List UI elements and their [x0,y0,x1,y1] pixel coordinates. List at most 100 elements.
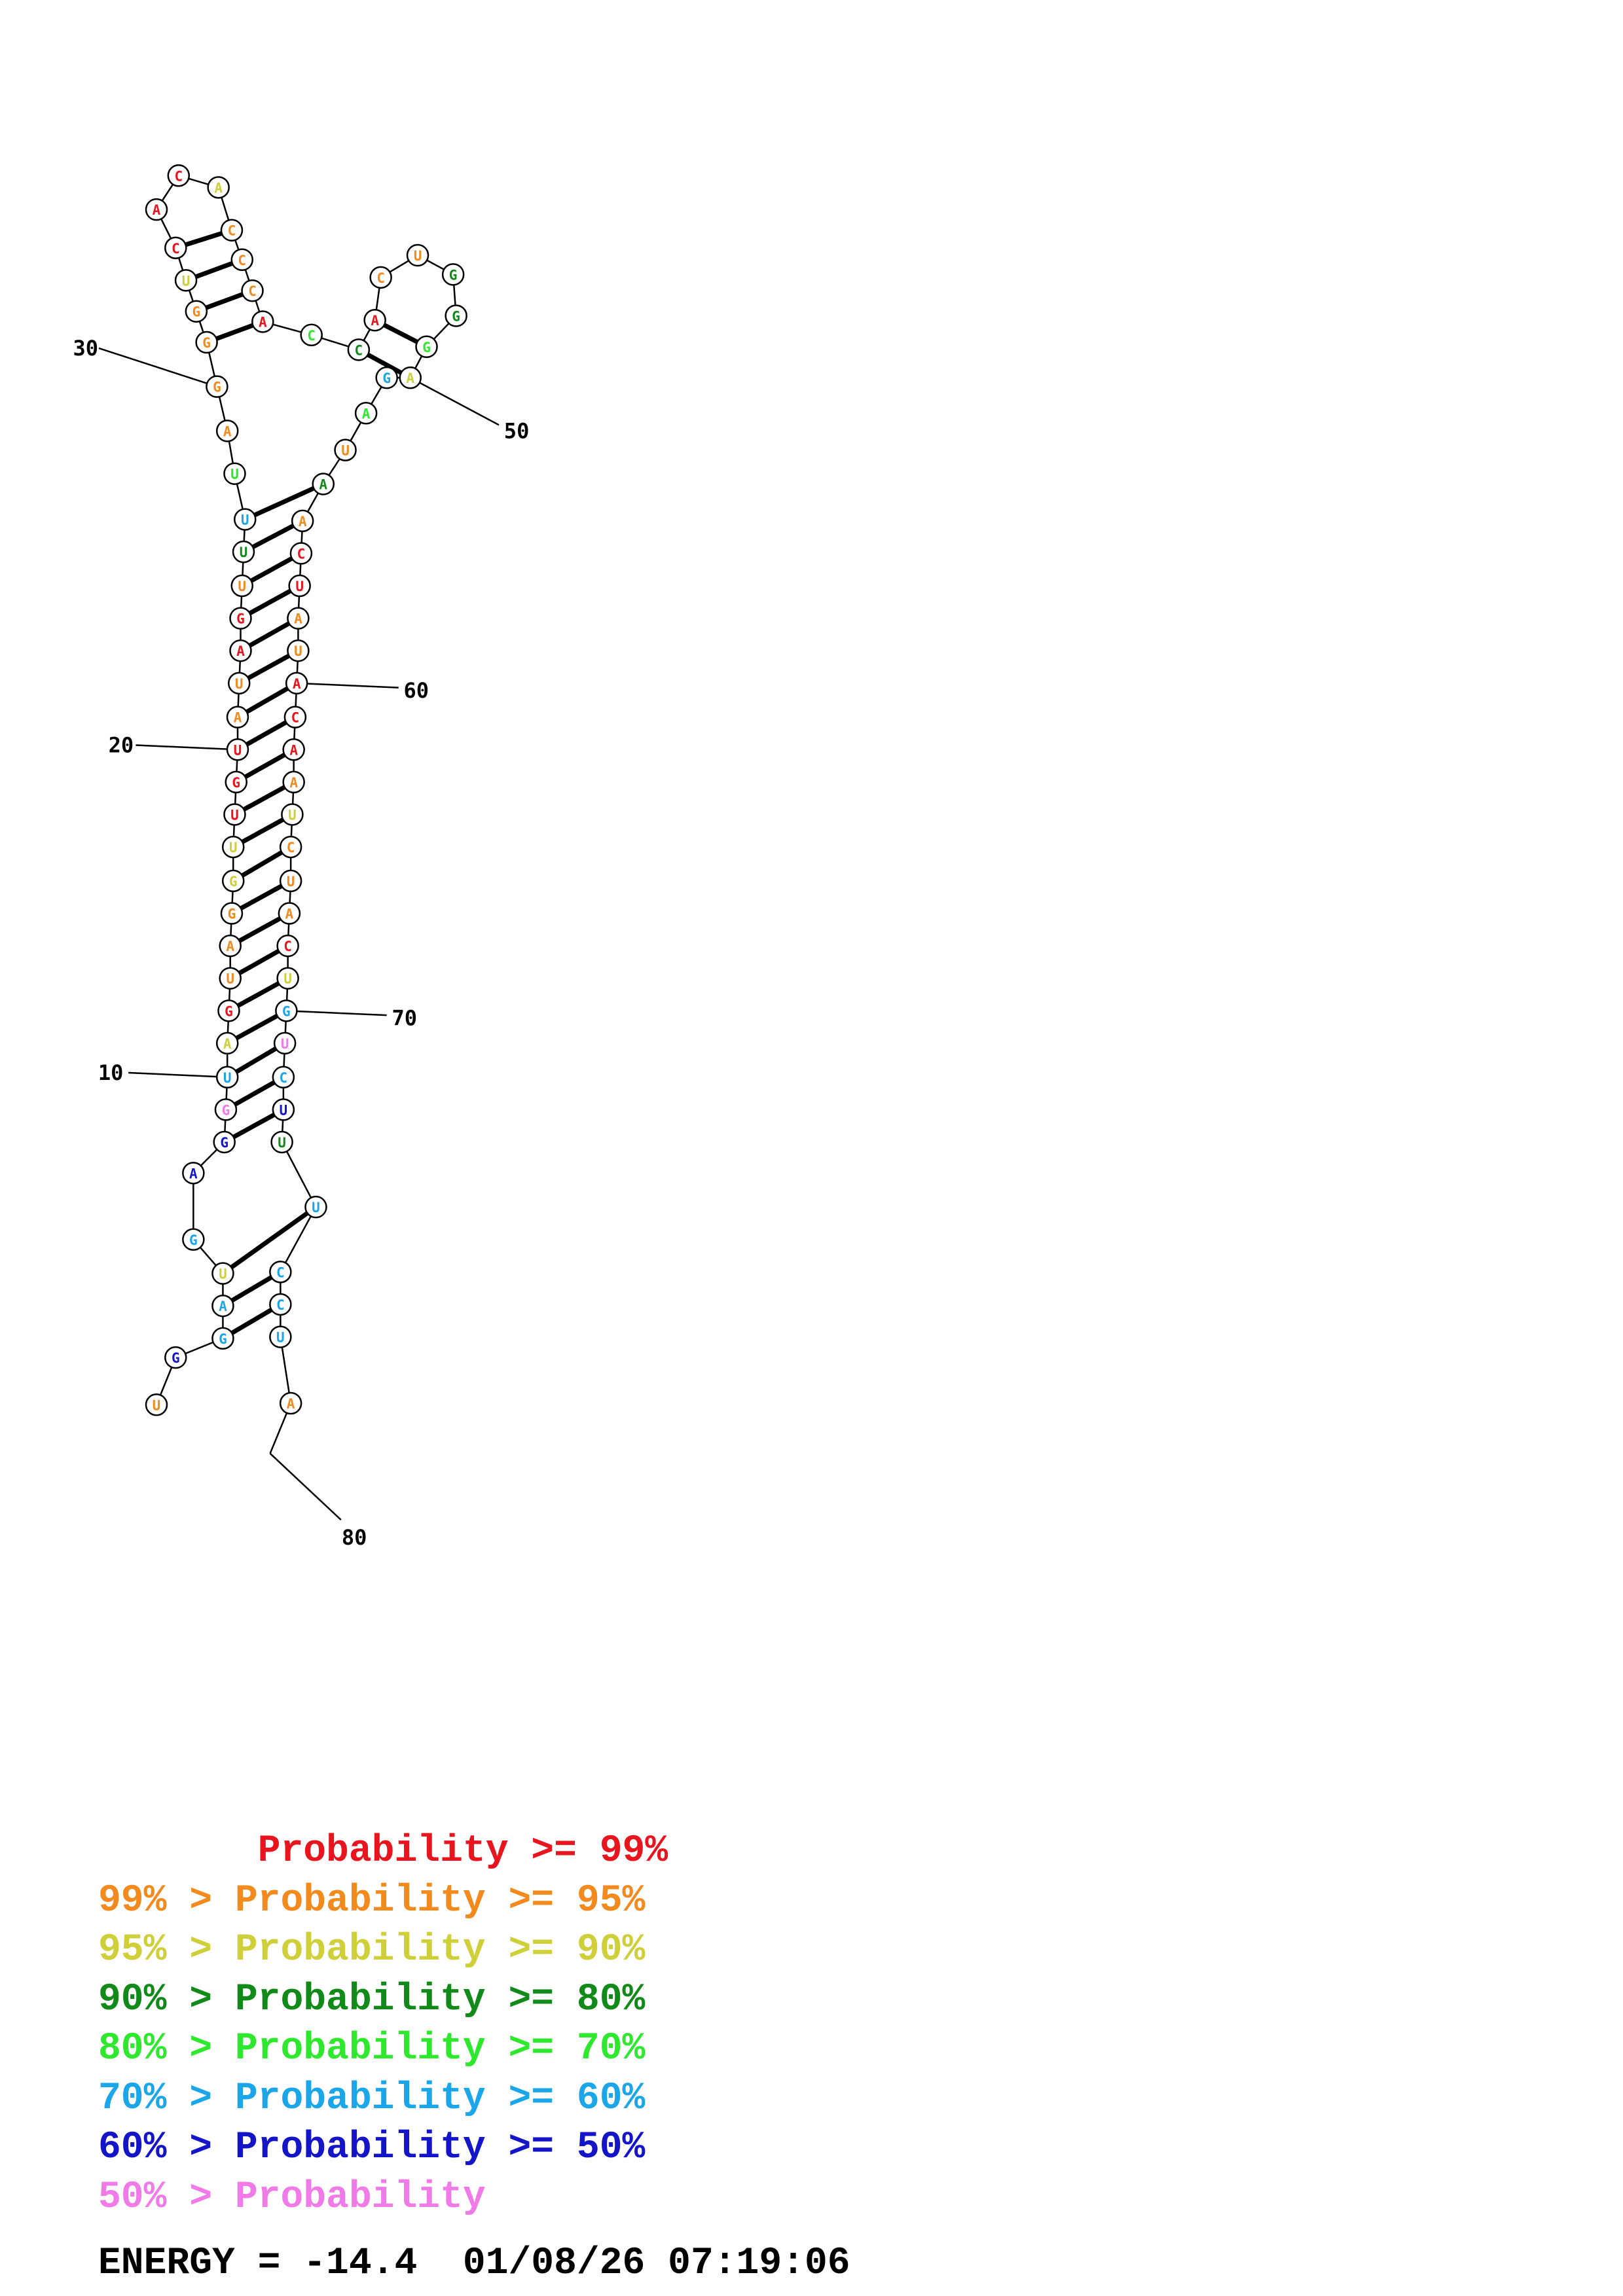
nucleotide: A [279,1391,302,1415]
nucleotide-letter: A [219,1299,227,1314]
nucleotide: A [285,672,308,695]
nucleotide-circle [230,574,253,598]
nucleotide-circle [285,672,308,695]
nucleotide-letter: A [293,676,301,692]
nucleotide: G [185,300,208,323]
nucleotide-letter: U [341,443,350,459]
nucleotide: U [233,508,257,531]
nucleotide: C [300,323,323,347]
nucleotide-letter: A [289,742,298,758]
nucleotide: A [363,308,386,332]
nucleotide-circle [273,1031,297,1055]
legend-row: Probability >= 99% [98,1830,668,1873]
nucleotide: U [276,967,299,990]
nucleotide-letter: G [232,775,240,791]
nucleotide-circle [363,308,386,332]
legend-row: 90% > Probability >= 80% [98,1978,646,2021]
nucleotide: A [215,1031,239,1055]
nucleotide-letter: U [219,1266,227,1282]
nucleotide-letter: A [223,1036,232,1052]
nucleotide-circle [282,738,305,761]
nucleotide-circle [219,967,242,990]
nucleotide: C [283,706,307,728]
nucleotide-letter: G [219,1331,227,1347]
nucleotide-circle [287,639,310,662]
nucleotide: A [287,607,310,630]
legend-row: 70% > Probability >= 60% [98,2077,646,2120]
nucleotide: C [272,1066,295,1089]
nucleotide-letter: G [452,308,460,324]
position-tick-layer: 10 20 30 50 60 70 80 [73,336,529,1550]
nucleotide: U [215,1066,239,1089]
nucleotide-letter: C [376,270,385,286]
position-tick-label: 10 [98,1060,124,1085]
nucleotide: U [334,439,357,461]
nucleotide: C [279,835,302,859]
nucleotide: G [375,366,398,389]
nucleotide: G [415,335,438,359]
nucleotide-letter: C [238,253,246,268]
nucleotide-letter: U [235,676,244,692]
nucleotide-letter: G [225,1003,233,1019]
nucleotide: U [273,1031,297,1055]
nucleotide: A [211,1294,234,1318]
nucleotide: U [219,967,242,990]
nucleotide-circle [445,304,467,327]
position-tick-line [128,1071,228,1079]
nucleotide-letter: C [283,939,292,954]
nucleotide: U [232,540,255,564]
nucleotide-letter: G [382,370,391,386]
nucleotide-circle [441,263,465,286]
nucleotide-circle [251,310,274,333]
nucleotide-circle [214,1098,238,1121]
nucleotide: A [219,934,242,958]
nucleotide-letter: A [223,423,232,439]
nucleotide: A [229,639,252,662]
legend-row: 60% > Probability >= 50% [98,2126,646,2169]
nucleotide-letter: U [278,1135,286,1151]
nucleotide-circle [164,1346,187,1369]
nucleotide-circle [220,219,244,242]
nucleotide-letter: A [189,1166,198,1181]
nucleotide-circle [304,1195,327,1219]
nucleotide-letter: G [228,906,236,922]
nucleotide: U [230,574,253,598]
nucleotide: A [226,706,249,728]
nucleotide-circle [279,1391,302,1415]
nucleotide-circle [213,1130,236,1154]
legend-row: 99% > Probability >= 95% [98,1879,646,1922]
position-tick-line [269,1452,342,1521]
nucleotide-circle [217,999,240,1022]
nucleotide-circle [195,331,218,354]
nucleotide-circle [227,672,251,695]
nucleotide: G [182,1228,205,1251]
nucleotide-letter: A [294,611,302,627]
nucleotide: A [354,402,378,425]
nucleotide-circle [272,1066,295,1089]
nucleotide-letter: A [289,775,298,791]
nucleotide-circle [288,574,311,598]
nucleotide-circle [347,338,371,361]
nucleotide-letter: U [182,273,191,289]
nucleotide: U [406,243,429,267]
nucleotide-letter: U [281,1036,289,1052]
nucleotide-circle [269,1325,292,1348]
nucleotide: G [213,1130,236,1154]
nucleotide: G [214,1098,238,1121]
nucleotide-letter: G [449,267,458,283]
nucleotide: G [275,999,298,1022]
nucleotide-circle [182,1228,205,1251]
nucleotide: U [223,803,246,826]
nucleotide: U [288,574,311,598]
nucleotide: C [269,1261,292,1283]
nucleotide: A [207,176,230,199]
nucleotide-letter: U [287,874,295,889]
nucleotide-letter: U [280,1102,288,1118]
nucleotide-circle [167,164,191,187]
nucleotide-letter: G [236,611,245,627]
position-tick-label: 60 [404,678,429,703]
position-tick-line [98,347,217,387]
nucleotide: G [195,331,218,354]
nucleotide-circle [281,803,304,826]
nucleotide-letter: A [259,314,267,330]
